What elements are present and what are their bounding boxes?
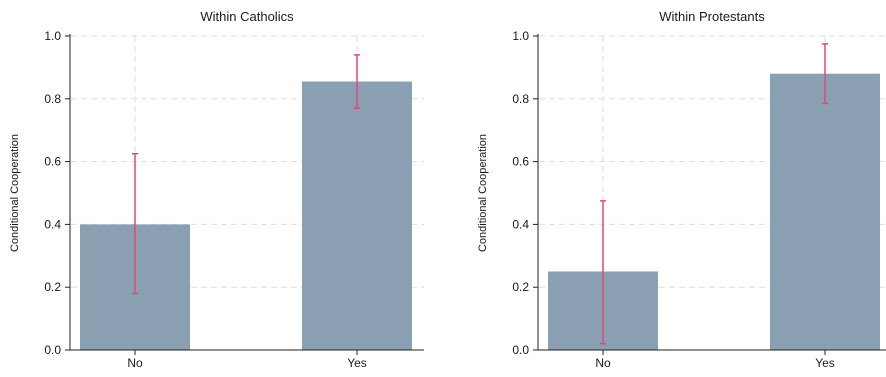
y-tick-label: 0.6 — [512, 155, 529, 169]
chart-title: Within Catholics — [200, 9, 294, 24]
y-tick-label: 0.8 — [512, 92, 529, 106]
x-tick-label: Yes — [815, 356, 835, 370]
y-axis-label: Conditional Cooperation — [9, 134, 21, 252]
y-tick-label: 0.4 — [512, 217, 529, 231]
bar — [302, 81, 412, 350]
y-tick-label: 0.0 — [44, 343, 61, 357]
y-tick-label: 0.4 — [44, 217, 61, 231]
y-tick-label: 0.0 — [512, 343, 529, 357]
chart-title: Within Protestants — [659, 9, 765, 24]
y-tick-label: 0.6 — [44, 155, 61, 169]
y-tick-label: 1.0 — [512, 29, 529, 43]
y-tick-label: 0.8 — [44, 92, 61, 106]
x-tick-label: Yes — [347, 356, 367, 370]
y-tick-label: 0.2 — [512, 280, 529, 294]
bar — [770, 73, 880, 351]
y-axis-label: Conditional Cooperation — [477, 134, 489, 252]
y-tick-label: 0.2 — [44, 280, 61, 294]
x-tick-label: No — [595, 356, 611, 370]
y-tick-label: 1.0 — [44, 29, 61, 43]
x-tick-label: No — [127, 356, 143, 370]
